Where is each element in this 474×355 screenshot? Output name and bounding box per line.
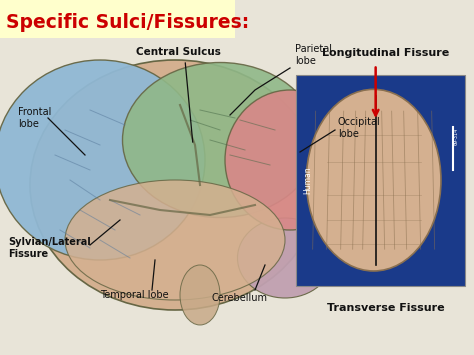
- Text: Occipital
lobe: Occipital lobe: [338, 117, 381, 139]
- Text: Sylvian/Lateral
Fissure: Sylvian/Lateral Fissure: [8, 237, 91, 259]
- Text: 69-314: 69-314: [454, 127, 459, 144]
- Text: Frontal
lobe: Frontal lobe: [18, 107, 51, 129]
- Ellipse shape: [65, 180, 285, 300]
- Text: Central Sulcus: Central Sulcus: [136, 47, 220, 57]
- Ellipse shape: [237, 218, 332, 298]
- Ellipse shape: [306, 89, 441, 271]
- FancyBboxPatch shape: [296, 75, 465, 286]
- Text: Longitudinal Fissure: Longitudinal Fissure: [322, 48, 449, 58]
- Ellipse shape: [30, 60, 320, 310]
- Ellipse shape: [225, 90, 355, 230]
- Ellipse shape: [122, 62, 318, 218]
- Ellipse shape: [0, 60, 205, 260]
- Text: Human: Human: [304, 166, 313, 194]
- Text: Transverse Fissure: Transverse Fissure: [327, 303, 444, 313]
- Ellipse shape: [180, 265, 220, 325]
- Text: Specific Sulci/Fissures:: Specific Sulci/Fissures:: [6, 12, 249, 32]
- Text: Parietal
lobe: Parietal lobe: [295, 44, 332, 66]
- Text: Cerebellum: Cerebellum: [212, 293, 268, 303]
- FancyBboxPatch shape: [0, 0, 235, 38]
- Text: Temporal lobe: Temporal lobe: [100, 290, 169, 300]
